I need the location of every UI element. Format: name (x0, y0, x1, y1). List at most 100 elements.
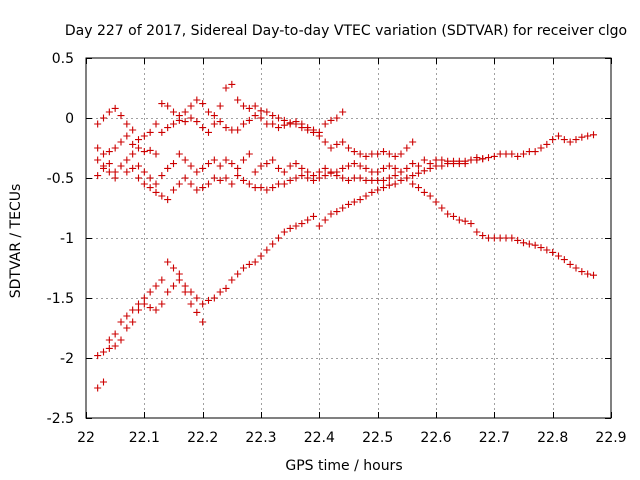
data-point (117, 336, 125, 344)
data-point (380, 184, 387, 192)
data-point (146, 184, 154, 192)
data-point (269, 120, 277, 128)
data-point (560, 136, 568, 144)
y-tick-labels: -2.5 -2 -1.5 -1 -0.5 0 0.5 (47, 51, 74, 427)
data-point (135, 136, 142, 144)
data-point (304, 126, 312, 134)
data-point (187, 180, 195, 188)
data-point (549, 248, 557, 256)
data-point (240, 102, 247, 110)
data-point (164, 124, 172, 132)
data-point (210, 112, 218, 120)
data-point (164, 102, 172, 110)
data-point (117, 162, 125, 170)
data-point (135, 174, 142, 182)
data-point (187, 114, 195, 122)
data-point (245, 260, 253, 268)
data-point (298, 220, 306, 228)
data-point (514, 152, 522, 160)
data-point (310, 212, 317, 220)
data-point (234, 270, 242, 278)
data-point (210, 294, 218, 302)
data-point (205, 160, 212, 168)
data-point (100, 114, 107, 122)
data-point (181, 174, 189, 182)
data-point (380, 164, 387, 172)
x-tick-label: 22.2 (187, 430, 218, 446)
x-tick-label: 22.5 (362, 430, 393, 446)
data-point (485, 154, 492, 162)
data-point (135, 144, 142, 152)
x-tick-label: 22.1 (129, 430, 160, 446)
data-point (374, 186, 382, 194)
data-point (508, 234, 516, 242)
data-point (339, 204, 347, 212)
data-point (94, 144, 102, 152)
data-point (111, 330, 119, 338)
data-point (170, 108, 177, 116)
data-point (234, 172, 242, 180)
data-point (152, 120, 160, 128)
data-point (368, 150, 376, 158)
data-point (397, 176, 405, 184)
data-point (455, 216, 463, 224)
data-point (129, 150, 137, 158)
data-point (158, 276, 166, 284)
y-tick-label: 0.5 (52, 51, 74, 67)
data-point (263, 108, 271, 116)
y-tick-label: 0 (65, 111, 74, 127)
data-point (321, 216, 329, 224)
data-point (205, 180, 212, 188)
data-point (590, 131, 597, 139)
data-point (380, 176, 387, 184)
data-point (385, 162, 393, 170)
data-point (251, 258, 259, 266)
data-point (175, 150, 183, 158)
data-point (286, 176, 294, 184)
data-point (205, 108, 212, 116)
data-point (380, 148, 387, 156)
data-point (315, 222, 323, 230)
data-point (269, 184, 277, 192)
data-point (129, 318, 137, 326)
data-point (94, 172, 102, 180)
data-point (94, 120, 102, 128)
data-point (263, 120, 271, 128)
data-point (473, 156, 481, 164)
data-point (531, 148, 539, 156)
data-point (158, 128, 166, 136)
data-point (315, 168, 323, 176)
data-point (566, 260, 574, 268)
y-tick-label: -1.5 (47, 291, 74, 307)
data-point (111, 104, 119, 112)
data-point (339, 174, 347, 182)
data-point (292, 160, 300, 168)
data-point (170, 282, 177, 290)
data-point (193, 294, 201, 302)
x-tick-label: 22.3 (245, 430, 276, 446)
data-point (298, 164, 306, 172)
data-point (438, 162, 446, 170)
data-point (140, 180, 148, 188)
data-point (245, 104, 253, 112)
data-point (146, 174, 154, 182)
data-point (397, 150, 405, 158)
data-point (560, 256, 568, 264)
data-point (222, 124, 230, 132)
data-point (216, 118, 224, 126)
data-point (304, 168, 312, 176)
data-point (339, 138, 347, 146)
data-point (152, 188, 160, 196)
data-point (280, 180, 288, 188)
data-point (129, 140, 137, 148)
data-point (187, 162, 195, 170)
data-point (450, 160, 457, 168)
data-point (263, 246, 271, 254)
data-point (479, 232, 487, 240)
data-point (315, 132, 323, 140)
data-point (426, 192, 434, 200)
data-point (461, 217, 469, 225)
data-point (490, 152, 498, 160)
data-point (333, 140, 341, 148)
